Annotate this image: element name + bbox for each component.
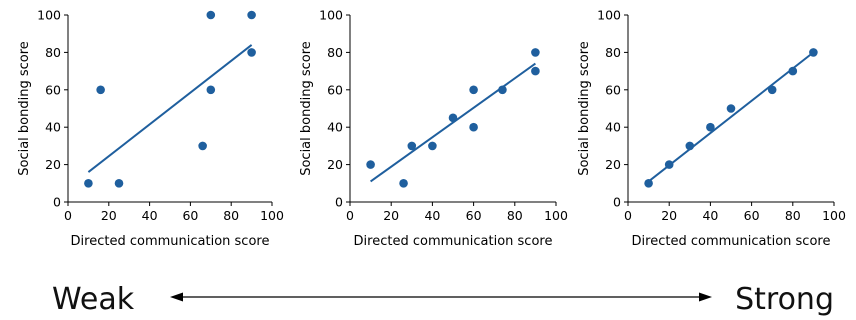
data-point — [726, 104, 736, 113]
data-point — [498, 85, 507, 95]
y-axis-label: Social bonding score — [299, 41, 314, 176]
data-point — [114, 179, 124, 188]
y-tick-label: 100 — [597, 8, 621, 23]
double-arrow-icon — [170, 292, 712, 302]
data-point — [247, 10, 256, 20]
y-axis-label: Social bonding score — [577, 41, 592, 176]
x-tick-label: 80 — [223, 208, 239, 223]
data-point — [428, 141, 437, 151]
y-tick-label: 0 — [335, 195, 343, 210]
x-tick-label: 100 — [260, 208, 284, 223]
x-axis-label: Directed communication score — [632, 234, 831, 249]
y-tick-label: 40 — [327, 120, 343, 135]
data-point — [366, 160, 375, 169]
x-tick-label: 20 — [661, 208, 677, 223]
data-point — [809, 48, 818, 57]
y-tick-label: 20 — [605, 157, 621, 172]
data-point — [399, 179, 408, 188]
x-tick-label: 60 — [744, 208, 760, 223]
x-tick-label: 60 — [182, 208, 198, 223]
y-axis-label: Social bonding score — [17, 41, 32, 176]
data-point — [84, 179, 93, 188]
weak-label: Weak — [52, 282, 135, 317]
data-point — [706, 122, 715, 132]
trend-line — [647, 51, 815, 183]
trend-line — [370, 62, 536, 183]
x-tick-label: 20 — [101, 208, 117, 223]
x-tick-label: 0 — [64, 208, 72, 223]
chart-panel-1: 0 20 40 60 80 100 0 20 40 60 80 100 Directed communi… — [17, 8, 284, 250]
y-tick-label: 60 — [327, 82, 343, 97]
y-tick-label: 40 — [45, 120, 61, 135]
y-tick-label: 0 — [613, 195, 621, 210]
x-axis-label: Directed communication score — [354, 234, 553, 249]
charts-area: 0 20 40 60 80 100 0 20 40 60 80 100 Directed communi… — [17, 8, 846, 250]
data-point — [531, 66, 540, 76]
x-axis-label: Directed communication score — [71, 234, 270, 249]
data-point — [448, 113, 458, 123]
x-tick-label: 100 — [822, 208, 846, 223]
x-tick-label: 80 — [507, 208, 523, 223]
y-tick-label: 80 — [605, 45, 621, 60]
x-tick-label: 20 — [383, 208, 399, 223]
data-point — [664, 160, 674, 169]
trend-line — [87, 44, 253, 173]
chart-panel-3: 0 20 40 60 80 100 0 20 40 60 80 100 Directed communi… — [577, 8, 846, 250]
data-point — [206, 85, 216, 95]
data-point — [96, 85, 105, 95]
strong-label: Strong — [735, 282, 834, 317]
x-tick-label: 40 — [142, 208, 158, 223]
data-point — [685, 141, 695, 151]
y-tick-label: 0 — [53, 195, 61, 210]
x-tick-label: 0 — [346, 208, 354, 223]
data-point — [469, 122, 478, 132]
y-tick-label: 100 — [37, 8, 61, 23]
data-point — [198, 141, 207, 151]
chart-panel-2: 0 20 40 60 80 100 0 20 40 60 80 100 Directed communi… — [299, 8, 568, 250]
data-point — [767, 85, 777, 95]
data-point — [206, 10, 216, 20]
data-point — [644, 179, 653, 188]
y-tick-label: 20 — [45, 157, 61, 172]
x-tick-label: 40 — [424, 208, 440, 223]
y-tick-label: 80 — [327, 45, 343, 60]
x-tick-label: 80 — [785, 208, 801, 223]
y-tick-label: 40 — [605, 120, 621, 135]
x-tick-label: 40 — [702, 208, 718, 223]
y-tick-label: 80 — [45, 45, 61, 60]
data-point — [788, 66, 798, 76]
y-tick-label: 20 — [327, 157, 343, 172]
data-point — [247, 48, 256, 57]
x-tick-label: 0 — [624, 208, 632, 223]
data-point — [469, 85, 478, 95]
x-tick-label: 60 — [466, 208, 482, 223]
y-tick-label: 100 — [319, 8, 343, 23]
data-point — [407, 141, 417, 151]
y-tick-label: 60 — [45, 82, 61, 97]
data-point — [531, 48, 540, 57]
y-tick-label: 60 — [605, 82, 621, 97]
x-tick-label: 100 — [544, 208, 568, 223]
